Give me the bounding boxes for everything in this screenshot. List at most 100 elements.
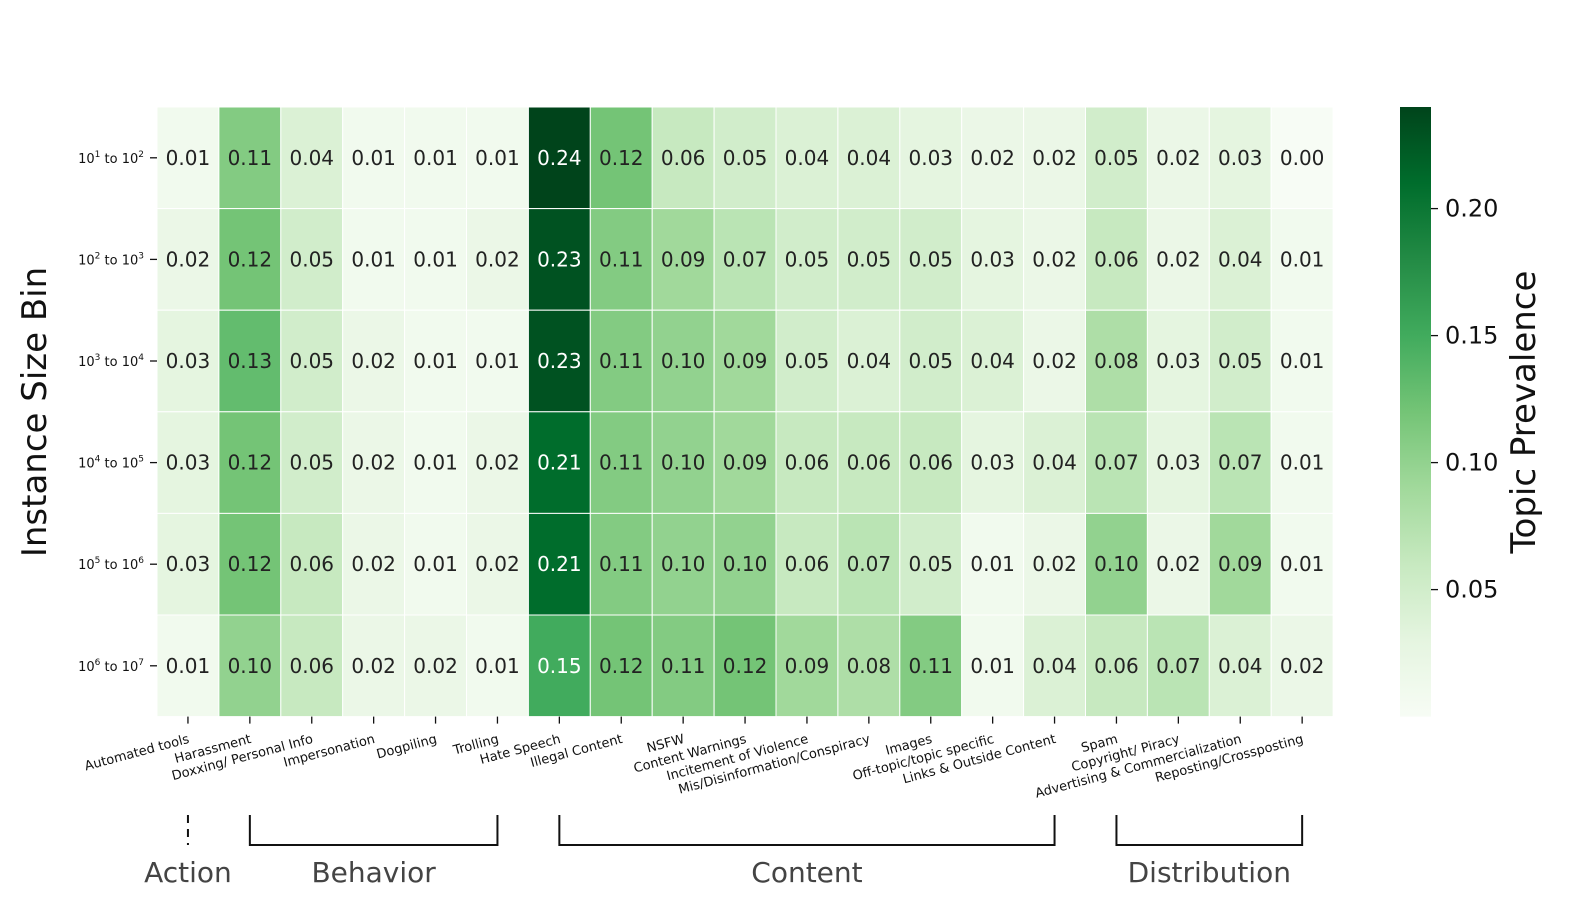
heatmap-cell (1085, 208, 1148, 311)
heatmap-cell (775, 512, 839, 616)
cell-value-label: 0.04 (289, 146, 334, 170)
cell-value-label: 0.03 (1156, 349, 1201, 373)
cell-value-label: 0.02 (1032, 349, 1077, 373)
heatmap-cell (1023, 411, 1086, 514)
cell-value-label: 0.12 (228, 451, 273, 475)
y-tick-labels: 101 to 102 102 to 103 103 to 104 104 to 105… (78, 150, 157, 675)
heatmap-cell (218, 208, 282, 311)
cell-value-label: 0.05 (785, 349, 830, 373)
heatmap-cell (218, 614, 282, 718)
heatmap-cell (280, 614, 344, 718)
cell-value-label: 0.12 (228, 552, 273, 576)
heatmap-cell (713, 614, 777, 718)
cell-value-label: 0.02 (475, 552, 520, 576)
cell-value-label: 0.11 (599, 349, 644, 373)
cell-value-label: 0.05 (289, 247, 334, 271)
cell-value-label: 0.23 (537, 247, 582, 271)
cell-value-label: 0.05 (1218, 349, 1263, 373)
heatmap-cell (837, 309, 901, 413)
cell-value-label: 0.04 (1218, 247, 1263, 271)
cell-value-label: 0.05 (785, 247, 830, 271)
cell-value-label: 0.09 (723, 451, 768, 475)
heatmap-cell (527, 614, 591, 718)
cell-value-label: 0.12 (599, 654, 644, 678)
heatmap-cell (589, 512, 653, 616)
cell-value-label: 0.04 (847, 349, 892, 373)
cell-value-label: 0.06 (785, 451, 830, 475)
cell-value-label: 0.06 (661, 146, 706, 170)
cell-value-label: 0.12 (723, 654, 768, 678)
cell-value-label: 0.06 (847, 451, 892, 475)
cell-value-label: 0.10 (661, 349, 706, 373)
heatmap-cell (1023, 512, 1086, 616)
heatmap-cell (1208, 411, 1272, 514)
cell-value-label: 0.10 (661, 451, 706, 475)
heatmap-cell (1208, 512, 1272, 616)
heatmap-cell (651, 411, 715, 514)
cell-value-label: 0.11 (661, 654, 706, 678)
heatmap-cell (527, 309, 591, 413)
cell-value-label: 0.01 (1280, 451, 1325, 475)
colorbar-tick-label: 0.10 (1445, 449, 1498, 477)
heatmap-cell (527, 411, 591, 514)
heatmap-cell (961, 106, 1025, 210)
heatmap-cell (837, 411, 901, 514)
cell-value-label: 0.02 (1156, 552, 1201, 576)
cell-value-label: 0.02 (1280, 654, 1325, 678)
cell-value-label: 0.01 (351, 247, 396, 271)
cell-value-label: 0.05 (908, 552, 953, 576)
y-tick-label: 101 to 102 (78, 150, 144, 167)
cell-value-label: 0.11 (228, 146, 273, 170)
group-label: Distribution (1128, 856, 1291, 889)
cell-value-label: 0.01 (475, 146, 520, 170)
cell-value-label: 0.01 (413, 451, 458, 475)
heatmap-cell (156, 512, 220, 616)
cell-value-label: 0.02 (1032, 247, 1077, 271)
cell-value-label: 0.01 (413, 349, 458, 373)
cell-value-label: 0.02 (1156, 247, 1201, 271)
cell-value-label: 0.12 (599, 146, 644, 170)
group-bracket (558, 815, 1056, 846)
cell-value-label: 0.04 (1032, 654, 1077, 678)
heatmap-cell (466, 208, 529, 311)
heatmap-cell (280, 106, 344, 210)
cell-value-label: 0.00 (1280, 146, 1325, 170)
cell-value-label: 0.06 (289, 552, 334, 576)
cell-value-label: 0.03 (1218, 146, 1263, 170)
heatmap-cell (713, 411, 777, 514)
cell-value-label: 0.04 (785, 146, 830, 170)
cell-value-label: 0.07 (1094, 451, 1139, 475)
cell-value-label: 0.03 (166, 552, 211, 576)
heatmap-cell (1146, 309, 1210, 413)
cell-value-label: 0.07 (1218, 451, 1263, 475)
cell-value-label: 0.06 (785, 552, 830, 576)
heatmap-cell (218, 106, 282, 210)
cell-value-label: 0.08 (847, 654, 892, 678)
cell-value-label: 0.10 (723, 552, 768, 576)
heatmap-cell (899, 309, 963, 413)
cell-value-label: 0.03 (166, 349, 211, 373)
heatmap-cell (156, 309, 220, 413)
cell-value-label: 0.09 (723, 349, 768, 373)
group-bracket (248, 815, 499, 846)
heatmap-cell (218, 411, 282, 514)
cell-value-label: 0.23 (537, 349, 582, 373)
cell-value-label: 0.13 (228, 349, 273, 373)
cell-value-label: 0.07 (723, 247, 768, 271)
cell-value-label: 0.01 (413, 552, 458, 576)
cell-value-label: 0.01 (970, 552, 1015, 576)
heatmap-cell (1146, 208, 1210, 311)
heatmap-cell (1085, 512, 1148, 616)
cell-value-label: 0.02 (1032, 146, 1077, 170)
heatmap-cell (899, 106, 963, 210)
cell-value-label: 0.11 (599, 552, 644, 576)
heatmap-cell (837, 208, 901, 311)
heatmap-cell (713, 309, 777, 413)
cell-value-label: 0.03 (908, 146, 953, 170)
heatmap-cell (156, 106, 220, 210)
cell-value-label: 0.02 (970, 146, 1015, 170)
heatmap-cells: 0.01 0.11 0.04 0.01 0.01 0.01 0.24 0.12 0.06 0.05… (156, 106, 1334, 718)
cell-value-label: 0.05 (908, 247, 953, 271)
cell-value-label: 0.01 (1280, 349, 1325, 373)
